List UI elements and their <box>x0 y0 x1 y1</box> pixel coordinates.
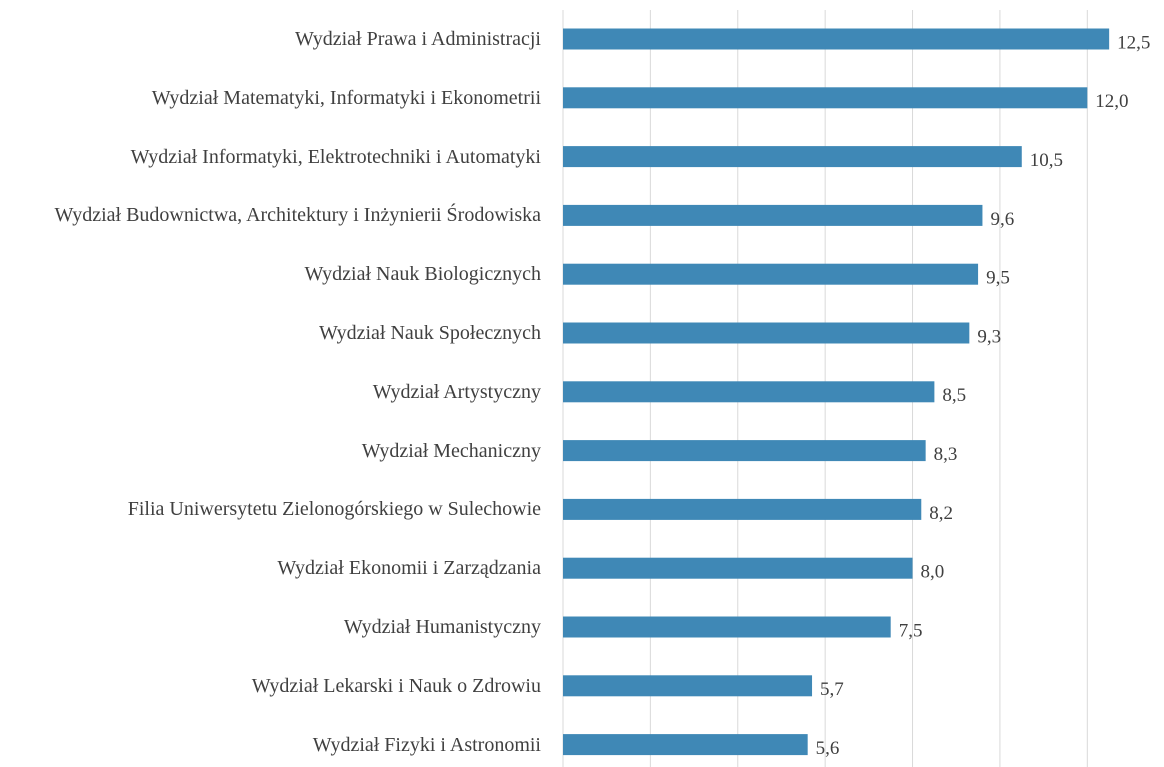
bar <box>563 146 1022 168</box>
category-label: Wydział Prawa i Administracji <box>295 28 541 50</box>
bar <box>563 734 808 756</box>
data-label: 7,5 <box>899 620 923 641</box>
category-label-box: Wydział Mechaniczny <box>0 439 541 463</box>
category-label-box: Wydział Nauk Społecznych <box>0 321 541 345</box>
data-label: 10,5 <box>1030 150 1063 171</box>
data-label: 8,0 <box>921 562 945 583</box>
bar <box>563 28 1110 50</box>
category-label: Wydział Nauk Biologicznych <box>304 263 541 286</box>
bar <box>563 557 913 579</box>
category-label-box: Wydział Fizyki i Astronomii <box>0 733 541 757</box>
bar <box>563 498 922 520</box>
data-label: 8,3 <box>934 444 958 465</box>
category-label: Wydział Artystyczny <box>372 380 541 403</box>
data-label: 8,2 <box>929 503 953 524</box>
category-label-box: Wydział Ekonomii i Zarządzania <box>0 556 541 580</box>
bar <box>563 381 935 403</box>
data-label: 5,7 <box>820 679 844 700</box>
data-label: 9,3 <box>977 326 1001 347</box>
category-label: Wydział Lekarski i Nauk o Zdrowiu <box>251 674 541 697</box>
category-label: Filia Uniwersytetu Zielonogórskiego w Su… <box>127 498 541 521</box>
data-label: 9,6 <box>990 209 1014 230</box>
bar <box>563 616 891 638</box>
category-label-box: Wydział Budownictwa, Architektury i Inży… <box>0 203 541 227</box>
category-label-box: Wydział Prawa i Administracji <box>0 27 541 51</box>
category-label-box: Wydział Artystyczny <box>0 380 541 404</box>
category-label: Wydział Budownictwa, Architektury i Inży… <box>54 204 541 227</box>
bar <box>563 675 813 697</box>
data-label: 12,5 <box>1117 32 1150 53</box>
category-label-box: Wydział Humanistyczny <box>0 615 541 639</box>
category-label: Wydział Ekonomii i Zarządzania <box>277 557 541 580</box>
data-label: 9,5 <box>986 268 1010 289</box>
category-label: Wydział Informatyki, Elektrotechniki i A… <box>130 145 541 168</box>
bar <box>563 322 970 344</box>
bar <box>563 263 979 285</box>
data-label: 12,0 <box>1095 91 1128 112</box>
category-label-box: Wydział Matematyki, Informatyki i Ekonom… <box>0 86 541 110</box>
category-label-box: Wydział Nauk Biologicznych <box>0 262 541 286</box>
data-label: 8,5 <box>942 385 966 406</box>
bar <box>563 440 926 462</box>
category-label-box: Wydział Informatyki, Elektrotechniki i A… <box>0 145 541 169</box>
category-label-box: Wydział Lekarski i Nauk o Zdrowiu <box>0 674 541 698</box>
category-label: Wydział Nauk Społecznych <box>318 322 541 344</box>
category-label: Wydział Humanistyczny <box>343 616 541 638</box>
data-label: 5,6 <box>816 738 840 759</box>
category-label: Wydział Fizyki i Astronomii <box>312 733 541 756</box>
bar <box>563 87 1088 109</box>
category-label: Wydział Matematyki, Informatyki i Ekonom… <box>151 86 541 109</box>
category-label-box: Filia Uniwersytetu Zielonogórskiego w Su… <box>0 497 541 521</box>
bar <box>563 204 983 226</box>
category-label: Wydział Mechaniczny <box>361 439 541 462</box>
